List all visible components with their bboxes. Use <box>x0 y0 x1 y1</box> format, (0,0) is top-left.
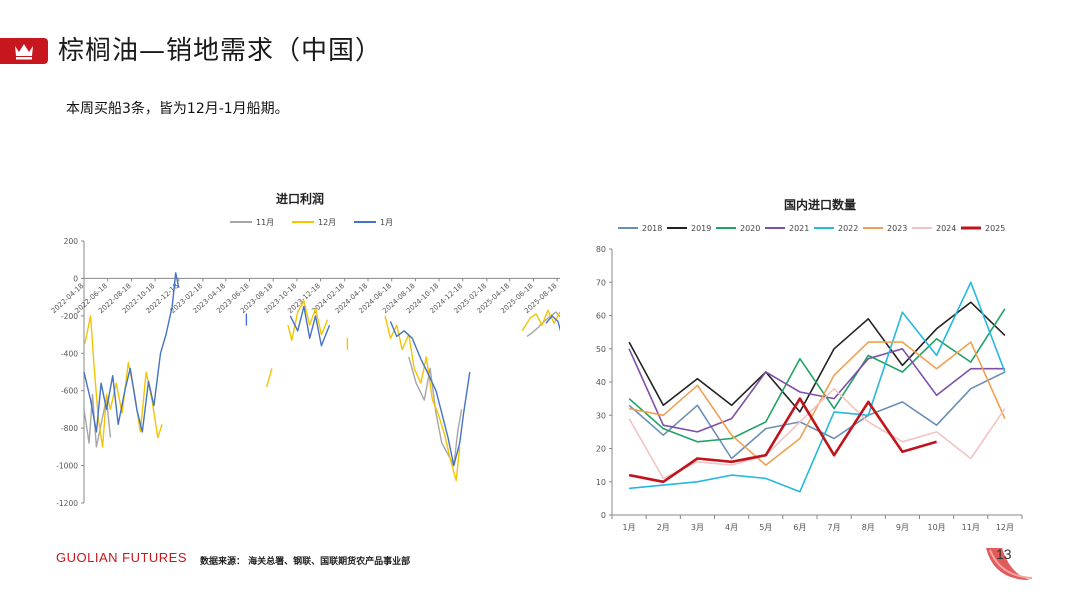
x-tick-label-7: 8月 <box>862 523 875 532</box>
series-line-12月-seg-1 <box>265 368 273 388</box>
series-line-2019 <box>628 301 1006 413</box>
y-tick-label-4: 40 <box>596 378 606 387</box>
x-tick-label-1: 2月 <box>657 523 670 532</box>
page-title: 棕榈油—销地需求（中国） <box>58 36 383 66</box>
y-tick-label-5: 50 <box>596 345 606 354</box>
legend-label-2024: 2024 <box>936 224 956 233</box>
data-source-note: 数据来源： 海关总署、钢联、国联期货农产品事业部 <box>200 557 411 567</box>
series-line-2021 <box>628 348 1005 433</box>
legend-label-0: 11月 <box>256 218 274 227</box>
legend-label-2020: 2020 <box>740 224 760 233</box>
page-corner-swoosh <box>986 548 1033 580</box>
y-tick-label-2: -200 <box>61 312 78 321</box>
import-volume-chart-title: 国内进口数量 <box>783 198 856 212</box>
legend-label-2019: 2019 <box>691 224 711 233</box>
y-tick-label-5: -800 <box>61 424 78 433</box>
profit-chart-title: 进口利润 <box>275 192 324 206</box>
legend-label-2018: 2018 <box>642 224 662 233</box>
series-line-1月-seg-4 <box>545 315 560 332</box>
y-tick-label-1: 10 <box>596 478 606 487</box>
footer-brand: GUOLIAN FUTURES <box>56 550 188 565</box>
series-line-2022 <box>629 281 1006 493</box>
x-tick-label-8: 9月 <box>896 523 909 532</box>
series-line-11月-seg-2 <box>526 311 560 337</box>
series-line-1月-seg-0 <box>83 272 180 433</box>
x-tick-label-0: 1月 <box>623 523 636 532</box>
x-tick-label-4: 5月 <box>759 523 772 532</box>
legend-label-1: 12月 <box>318 218 336 227</box>
y-tick-label-4: -600 <box>61 387 78 396</box>
series-line-1月-seg-2 <box>289 305 331 347</box>
series-line-12月-seg-4 <box>384 315 461 482</box>
series-line-12月-seg-5 <box>521 309 560 332</box>
series-line-12月-seg-2 <box>287 300 329 341</box>
crown-icon <box>15 44 33 60</box>
series-line-2025 <box>628 397 937 484</box>
series-line-2024 <box>628 387 1006 480</box>
title-bar: 棕榈油—销地需求（中国） <box>0 32 1080 70</box>
x-tick-label-11: 12月 <box>996 523 1014 532</box>
x-tick-label-3: 4月 <box>725 523 738 532</box>
legend-label-2: 1月 <box>380 218 393 227</box>
y-tick-label-0: 200 <box>64 237 79 246</box>
y-tick-label-6: 60 <box>596 312 606 321</box>
y-tick-label-7: -1200 <box>56 499 78 508</box>
y-tick-label-7: 70 <box>596 278 606 287</box>
x-tick-label-2: 3月 <box>691 523 704 532</box>
series-line-1月-seg-3 <box>389 321 471 467</box>
x-tick-label-6: 7月 <box>828 523 841 532</box>
y-tick-label-6: -1000 <box>56 462 78 471</box>
y-tick-label-3: -400 <box>61 349 78 358</box>
y-tick-label-0: 0 <box>601 511 606 520</box>
y-tick-label-1: 0 <box>73 274 78 283</box>
y-tick-label-2: 20 <box>596 445 606 454</box>
x-tick-label-10: 11月 <box>962 523 980 532</box>
logo-badge <box>0 38 48 64</box>
page-number: 13 <box>996 546 1012 562</box>
series-line-2018 <box>628 371 1006 460</box>
legend-label-2022: 2022 <box>838 224 858 233</box>
series-line-11月-seg-1 <box>408 356 463 467</box>
y-tick-label-3: 30 <box>596 411 606 420</box>
summary-text: 本周买船3条，皆为12月-1月船期。 <box>66 101 289 117</box>
y-tick-label-8: 80 <box>596 245 606 254</box>
legend-label-2023: 2023 <box>887 224 907 233</box>
legend-label-2025: 2025 <box>985 224 1005 233</box>
x-tick-label-9: 10月 <box>927 523 945 532</box>
series-line-2023 <box>628 341 1006 466</box>
x-tick-label-5: 6月 <box>793 523 806 532</box>
legend-label-2021: 2021 <box>789 224 809 233</box>
profit-chart: 11月 12月 1月2000-200-400-600-800-1000-120020… <box>50 218 560 508</box>
import-volume-chart: 2018 2019 2020 2021 2022 2023 2024 2025 0 10 20 30 4… <box>596 224 1023 532</box>
